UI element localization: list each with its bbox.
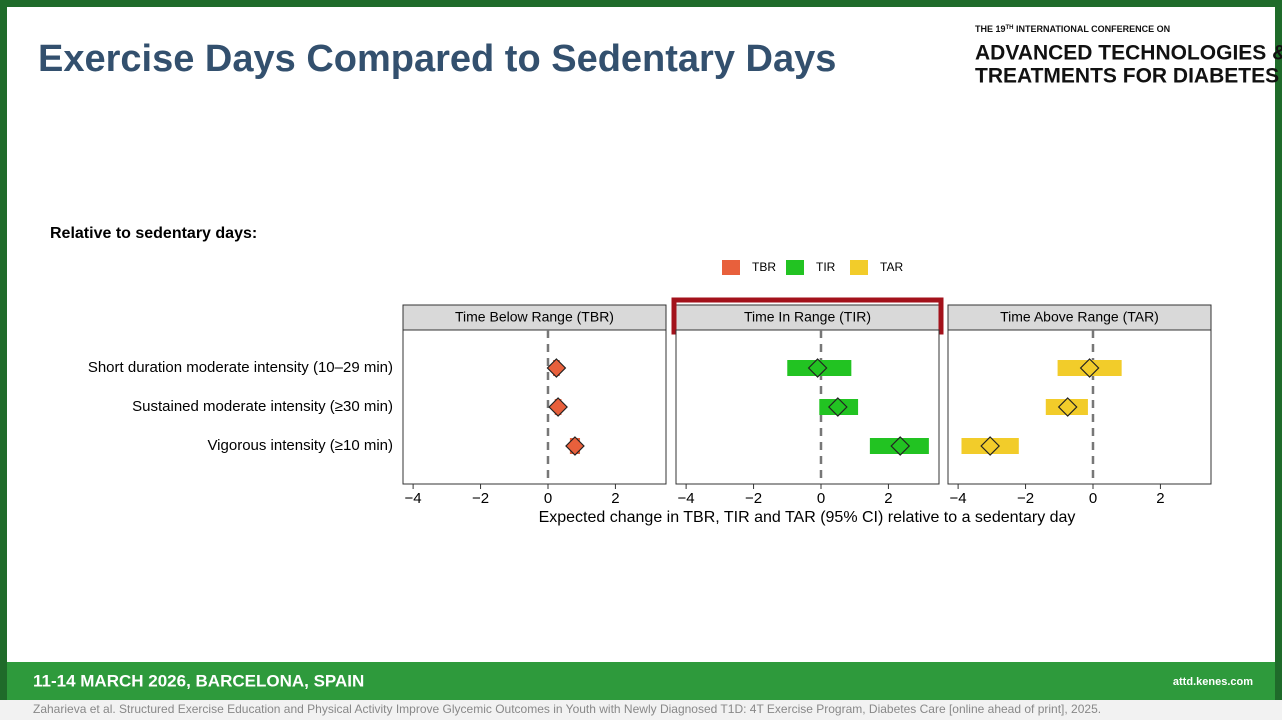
x-tick-label: 2 <box>884 490 892 507</box>
estimate <box>807 358 828 378</box>
panel <box>675 329 940 485</box>
y-tick-label: Short duration moderate intensity (10–29… <box>88 359 393 376</box>
conference-small: THE 19TH INTERNATIONAL CONFERENCE ON <box>975 24 1170 34</box>
citation-band <box>0 700 1282 720</box>
x-tick-label: 2 <box>611 490 619 507</box>
panel-strip <box>402 304 667 331</box>
slide-title: Exercise Days Compared to Sedentary Days <box>38 38 836 80</box>
x-tick-label: −4 <box>950 490 967 507</box>
y-tick-label: Sustained moderate intensity (≥30 min) <box>132 398 393 415</box>
panel-title: Time In Range (TIR) <box>744 309 871 325</box>
panel-title: Time Above Range (TAR) <box>1000 309 1159 325</box>
legend-label: TBR <box>752 260 776 274</box>
footer-event: 11-14 MARCH 2026, BARCELONA, SPAIN <box>33 671 364 690</box>
legend-label: TIR <box>816 260 836 274</box>
x-tick-label: −2 <box>745 490 762 507</box>
legend-swatch <box>850 260 868 275</box>
estimate <box>546 358 567 378</box>
chart: TBR TIR TAR Short duration moderate intensi… <box>88 260 1212 526</box>
subtitle: Relative to sedentary days: <box>50 225 257 242</box>
legend-swatch <box>786 260 804 275</box>
legend-label: TAR <box>880 260 903 274</box>
estimate <box>890 436 911 456</box>
x-tick-label: 0 <box>817 490 825 507</box>
panel-strip <box>947 304 1212 331</box>
footer-url: attd.kenes.com <box>1173 676 1253 688</box>
x-tick-label: 2 <box>1156 490 1164 507</box>
estimate <box>548 397 568 417</box>
y-tick-label: Vigorous intensity (≥10 min) <box>207 437 393 454</box>
panel-strip <box>675 304 940 331</box>
conference-post: INTERNATIONAL CONFERENCE ON <box>1014 24 1171 34</box>
x-tick-label: −4 <box>405 490 422 507</box>
x-tick-label: −4 <box>678 490 695 507</box>
panel-title: Time Below Range (TBR) <box>455 309 614 325</box>
estimate <box>1057 397 1078 417</box>
estimate <box>827 397 848 417</box>
legend-swatch <box>722 260 740 275</box>
conference-line: ADVANCED TECHNOLOGIES & <box>975 42 1282 65</box>
footer-band <box>7 662 1275 700</box>
x-tick-label: −2 <box>1017 490 1034 507</box>
conference-line: TREATMENTS FOR DIABETES <box>975 65 1279 88</box>
x-tick-label: 0 <box>544 490 552 507</box>
estimate <box>980 436 1000 456</box>
estimate <box>1079 358 1100 378</box>
conference-pre: THE 19 <box>975 24 1006 34</box>
panel <box>402 329 667 485</box>
x-tick-label: −2 <box>472 490 489 507</box>
x-tick-label: 0 <box>1089 490 1097 507</box>
estimate <box>565 436 585 456</box>
x-axis-label: Expected change in TBR, TIR and TAR (95%… <box>539 509 1076 526</box>
citation: Zaharieva et al. Structured Exercise Edu… <box>33 702 1101 716</box>
conference-sup: TH <box>1006 25 1014 31</box>
